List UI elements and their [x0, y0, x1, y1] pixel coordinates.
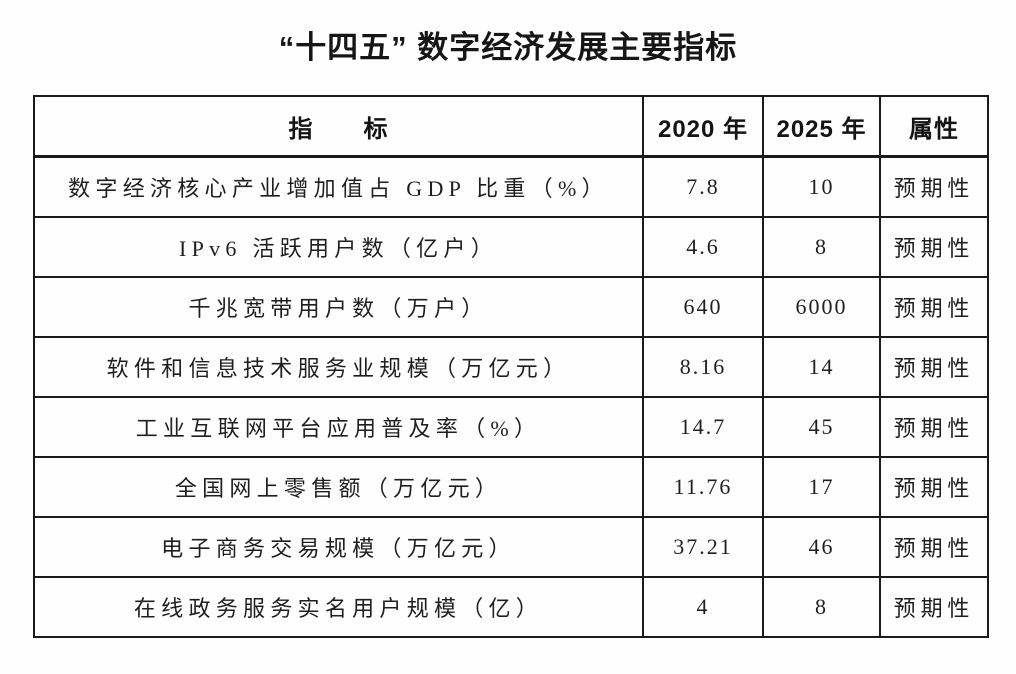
attribute-cell: 预期性	[879, 516, 989, 578]
value-2025-cell: 45	[762, 396, 881, 458]
table-body: 数字经济核心产业增加值占 GDP 比重（%） 7.8 10 预期性 IPv6 活…	[33, 155, 989, 638]
indicator-cell: 千兆宽带用户数（万户）	[33, 276, 644, 338]
attribute-cell: 预期性	[879, 216, 989, 278]
value-2025-cell: 46	[762, 516, 881, 578]
attribute-cell: 预期性	[879, 396, 989, 458]
indicator-cell: 数字经济核心产业增加值占 GDP 比重（%）	[33, 155, 644, 218]
table-row: 电子商务交易规模（万亿元） 37.21 46 预期性	[33, 516, 989, 578]
attribute-cell: 预期性	[879, 456, 989, 518]
indicator-cell: 全国网上零售额（万亿元）	[33, 456, 644, 518]
column-header-attribute: 属性	[879, 95, 989, 158]
attribute-cell: 预期性	[879, 276, 989, 338]
table-row: 软件和信息技术服务业规模（万亿元） 8.16 14 预期性	[33, 336, 989, 398]
value-2020-cell: 640	[642, 276, 764, 338]
indicator-cell: 在线政务服务实名用户规模（亿）	[33, 576, 644, 638]
table-row: 工业互联网平台应用普及率（%） 14.7 45 预期性	[33, 396, 989, 458]
table-row: 全国网上零售额（万亿元） 11.76 17 预期性	[33, 456, 989, 518]
value-2020-cell: 8.16	[642, 336, 764, 398]
indicator-cell: 电子商务交易规模（万亿元）	[33, 516, 644, 578]
attribute-cell: 预期性	[879, 155, 989, 218]
column-header-2025: 2025 年	[762, 95, 881, 158]
table-header: 指 标 2020 年 2025 年 属性	[33, 95, 989, 158]
indicator-cell: 工业互联网平台应用普及率（%）	[33, 396, 644, 458]
indicator-cell: IPv6 活跃用户数（亿户）	[33, 216, 644, 278]
indicator-cell: 软件和信息技术服务业规模（万亿元）	[33, 336, 644, 398]
value-2020-cell: 11.76	[642, 456, 764, 518]
value-2025-cell: 8	[762, 216, 881, 278]
table-row: IPv6 活跃用户数（亿户） 4.6 8 预期性	[33, 216, 989, 278]
attribute-cell: 预期性	[879, 576, 989, 638]
value-2020-cell: 4.6	[642, 216, 764, 278]
header-row: 指 标 2020 年 2025 年 属性	[33, 95, 989, 158]
column-header-indicator: 指 标	[33, 95, 644, 158]
table-row: 千兆宽带用户数（万户） 640 6000 预期性	[33, 276, 989, 338]
indicator-table: 指 标 2020 年 2025 年 属性 数字经济核心产业增加值占 GDP 比重…	[33, 95, 989, 638]
value-2020-cell: 7.8	[642, 155, 764, 218]
page-title: “十四五” 数字经济发展主要指标	[278, 30, 738, 65]
table-row: 在线政务服务实名用户规模（亿） 4 8 预期性	[33, 576, 989, 638]
column-header-2020: 2020 年	[642, 95, 764, 158]
value-2020-cell: 37.21	[642, 516, 764, 578]
value-2020-cell: 14.7	[642, 396, 764, 458]
value-2020-cell: 4	[642, 576, 764, 638]
table-row: 数字经济核心产业增加值占 GDP 比重（%） 7.8 10 预期性	[33, 155, 989, 218]
value-2025-cell: 8	[762, 576, 881, 638]
attribute-cell: 预期性	[879, 336, 989, 398]
value-2025-cell: 17	[762, 456, 881, 518]
value-2025-cell: 6000	[762, 276, 881, 338]
value-2025-cell: 14	[762, 336, 881, 398]
value-2025-cell: 10	[762, 155, 881, 218]
